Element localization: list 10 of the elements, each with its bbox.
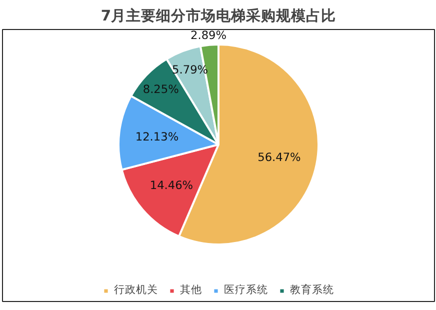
legend-label: 医疗系统 — [224, 283, 268, 297]
data-label: 12.13% — [135, 130, 179, 144]
legend-label: 其他 — [180, 283, 202, 297]
data-label: 14.46% — [150, 178, 194, 192]
legend-label: 教育系统 — [290, 283, 334, 297]
data-label: 2.89% — [190, 28, 227, 42]
legend-label: 行政机关 — [114, 283, 158, 297]
data-label: 8.25% — [142, 82, 180, 96]
chart-title: 7月主要细分市场电梯采购规模占比 — [100, 6, 336, 24]
data-label: 56.47% — [258, 150, 302, 164]
